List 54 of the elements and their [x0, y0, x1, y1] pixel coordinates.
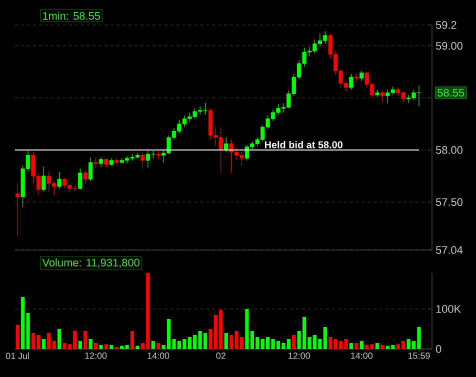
- x-tick-label: 12:00: [85, 352, 107, 359]
- candlestick: [57, 172, 62, 189]
- y-tick-label: 58.00: [436, 146, 462, 154]
- candlestick: [380, 90, 385, 102]
- bar: [224, 333, 228, 349]
- y-tick-label: 59.00: [436, 42, 462, 50]
- bar: [78, 341, 82, 349]
- bar: [380, 345, 384, 349]
- y-tick-label: 0: [436, 345, 442, 353]
- x-tick-label: 01 Jul: [6, 352, 29, 360]
- bar: [130, 331, 134, 349]
- bar: [99, 345, 103, 349]
- candlestick: [349, 74, 354, 90]
- candlestick: [140, 152, 145, 170]
- candlestick: [88, 156, 93, 182]
- x-tick-label: 15:59: [408, 352, 430, 359]
- candlestick: [98, 156, 104, 167]
- bar: [292, 335, 296, 349]
- ref-line-label: Held bid at 58.00: [264, 140, 342, 148]
- bar: [84, 331, 88, 349]
- chart-title: Volume: 11,931,800: [42, 258, 140, 268]
- text: 58.55: [438, 88, 464, 97]
- x-tick-label: 12:00: [288, 352, 310, 359]
- bar: [94, 343, 98, 349]
- bar: [110, 345, 114, 349]
- bar: [57, 329, 62, 349]
- chart-title: 1min: 58.55: [43, 12, 100, 20]
- bar: [354, 343, 358, 349]
- candlestick: [16, 183, 20, 237]
- candlestick: [224, 137, 228, 152]
- x-tick-label: 02: [216, 352, 226, 359]
- bar: [375, 343, 380, 349]
- bar: [136, 346, 140, 349]
- candlestick: [83, 170, 88, 184]
- candlestick: [78, 168, 82, 190]
- bar: [151, 341, 155, 349]
- bar: [88, 339, 92, 349]
- y-tick-label: 59.2: [436, 21, 456, 29]
- bar: [52, 341, 56, 349]
- bar: [47, 333, 51, 349]
- bar: [42, 339, 46, 349]
- bar: [156, 343, 160, 349]
- x-tick-label: 14:00: [351, 352, 372, 359]
- bar: [104, 344, 108, 349]
- y-tick-label: 57.04: [436, 246, 463, 254]
- candlestick: [360, 70, 364, 82]
- y-tick-label: 100K: [436, 305, 461, 313]
- x-tick-label: 14:00: [148, 352, 170, 359]
- candlestick: [42, 166, 46, 192]
- bar: [360, 341, 364, 349]
- candlestick: [94, 156, 98, 168]
- bar: [16, 325, 20, 349]
- y-tick-label: 57.50: [436, 198, 462, 206]
- bar: [349, 343, 354, 349]
